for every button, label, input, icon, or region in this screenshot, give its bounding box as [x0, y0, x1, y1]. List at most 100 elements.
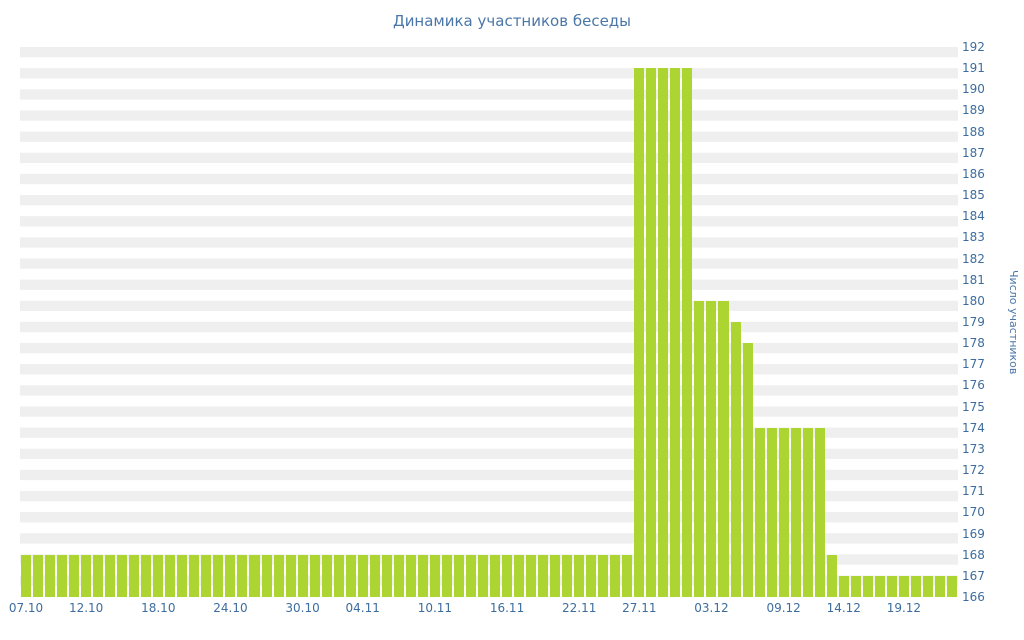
y-tick-label: 186 [962, 166, 985, 181]
bar [405, 554, 416, 597]
bar [393, 554, 404, 597]
bar [634, 68, 645, 597]
bar [598, 554, 609, 597]
y-tick-label: 168 [962, 547, 985, 562]
bar [586, 554, 597, 597]
bar [490, 554, 501, 597]
bar [514, 554, 525, 597]
bar [646, 68, 657, 597]
bar [153, 554, 164, 597]
bar [297, 554, 308, 597]
y-tick-label: 179 [962, 315, 985, 329]
x-tick-label: 22.11 [562, 601, 597, 615]
y-tick-label: 180 [962, 293, 985, 308]
bar [694, 300, 705, 597]
bar [826, 554, 837, 597]
bar [946, 575, 957, 597]
bar [273, 554, 284, 597]
bar [441, 554, 452, 597]
bar [658, 68, 669, 597]
bar [237, 554, 248, 597]
bar [429, 554, 440, 597]
y-tick-label: 191 [962, 61, 985, 76]
bar [225, 554, 236, 597]
bar [622, 554, 633, 597]
y-axis-tick-labels: 166 167 168 169 170 171 172 173 174 175 176 177 178 1… [962, 40, 996, 604]
bar [21, 554, 32, 597]
plot-area [20, 47, 958, 597]
bar [369, 554, 380, 597]
bar [453, 554, 464, 597]
bar [562, 554, 573, 597]
bar [177, 554, 188, 597]
bar [850, 575, 861, 597]
bar [742, 343, 753, 597]
bar [610, 554, 621, 597]
bar [670, 68, 681, 597]
bar [357, 554, 368, 597]
bar [117, 554, 128, 597]
bar [381, 554, 392, 597]
bar [249, 554, 260, 597]
bar [465, 554, 476, 597]
x-tick-label: 03.12 [694, 601, 729, 615]
y-tick-label: 183 [962, 230, 985, 245]
bar [477, 554, 488, 597]
bar [682, 68, 693, 597]
y-tick-label: 181 [962, 272, 985, 287]
x-tick-label: 24.10 [213, 601, 248, 615]
bar [81, 554, 92, 597]
y-tick-label: 187 [962, 145, 985, 160]
bar [45, 554, 56, 597]
chart-title: Динамика участников беседы [392, 12, 632, 30]
bar [910, 575, 921, 597]
x-tick-label: 30.10 [285, 601, 320, 615]
y-tick-label: 188 [962, 124, 985, 139]
bar [790, 427, 801, 597]
x-tick-label: 12.10 [68, 601, 104, 615]
y-tick-label: 190 [962, 82, 985, 97]
x-tick-label: 04.11 [345, 601, 380, 615]
y-tick-label: 166 [962, 590, 985, 604]
bar [838, 575, 849, 597]
y-tick-label: 169 [962, 526, 985, 541]
y-tick-label: 185 [962, 188, 985, 203]
bar [105, 554, 116, 597]
bar [886, 575, 897, 597]
x-tick-label: 07.10 [8, 601, 44, 615]
bar [538, 554, 549, 597]
bar [766, 427, 777, 597]
bar [814, 427, 825, 597]
bar [574, 554, 585, 597]
bar [33, 554, 44, 597]
bar [345, 554, 356, 597]
y-tick-label: 177 [962, 357, 985, 372]
bar [730, 322, 741, 597]
bar [862, 575, 873, 597]
x-axis-tick-labels: 07.10 12.10 18.10 24.10 30.10 04.11 10.11 16.11… [9, 601, 958, 621]
bar [778, 427, 789, 597]
bar [141, 554, 152, 597]
bar [754, 427, 765, 597]
y-tick-label: 176 [962, 378, 985, 393]
bar [93, 554, 104, 597]
bar [550, 554, 561, 597]
y-tick-label: 171 [962, 484, 985, 499]
bar [285, 554, 296, 597]
y-tick-label: 170 [962, 505, 985, 520]
bar [201, 554, 212, 597]
y-tick-label: 182 [962, 251, 985, 266]
bar [321, 554, 332, 597]
y-tick-label: 172 [962, 463, 985, 478]
bar [69, 554, 80, 597]
x-tick-label: 09.12 [766, 601, 801, 615]
bar [922, 575, 933, 597]
x-tick-label: 27.11 [622, 601, 657, 615]
bar [309, 554, 320, 597]
bar [333, 554, 344, 597]
bar [874, 575, 885, 597]
bar [165, 554, 176, 597]
bar [261, 554, 272, 597]
bar [57, 554, 68, 597]
bar [898, 575, 909, 597]
